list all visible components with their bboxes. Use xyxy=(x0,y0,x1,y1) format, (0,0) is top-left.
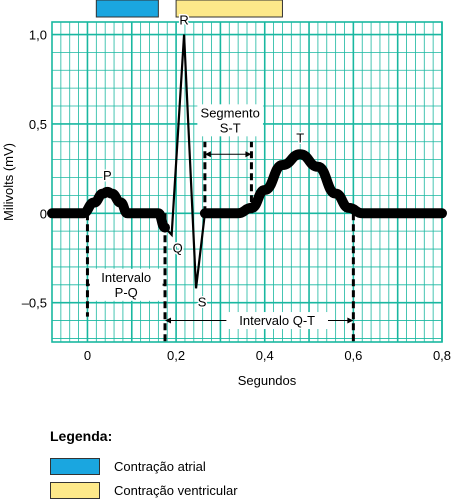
x-tick-label: 0 xyxy=(84,348,91,363)
y-axis-label: Milivolts (mV) xyxy=(1,143,16,221)
plot-border xyxy=(51,21,443,343)
x-tick-label: 0,2 xyxy=(167,348,185,363)
qt-label-text: Intervalo Q-T xyxy=(239,313,315,328)
y-tick-label: 1,0 xyxy=(29,28,47,43)
pq-label-text: P-Q xyxy=(115,285,138,300)
y-tick-label: –0,5 xyxy=(22,296,47,311)
y-tick-label: 0,5 xyxy=(29,117,47,132)
ecg-trace-qrs xyxy=(164,34,206,289)
st-label-text: S-T xyxy=(220,120,241,135)
legend-label-ventricular: Contração ventricular xyxy=(114,482,238,498)
phase-bar-0 xyxy=(95,0,159,18)
wave-label-S: S xyxy=(198,294,207,309)
x-axis-label: Segundos xyxy=(238,373,297,388)
wave-label-P: P xyxy=(103,168,112,183)
x-tick-label: 0,6 xyxy=(344,348,362,363)
ecg-trace-st-t xyxy=(199,149,447,219)
x-tick-label: 0,8 xyxy=(433,348,451,363)
legend-label-atrial: Contração atrial xyxy=(114,458,206,474)
st-label-bg xyxy=(197,104,263,137)
x-tick-label: 0,4 xyxy=(256,348,274,363)
legend-item-atrial: Contração atrial xyxy=(50,456,450,476)
legend-swatch-atrial xyxy=(50,457,100,475)
st-label-text: Segmento xyxy=(201,105,260,120)
legend-item-ventricular: Contração ventricular xyxy=(50,480,450,500)
qt-label-bg xyxy=(226,312,328,330)
legend-swatch-ventricular xyxy=(50,481,100,499)
pq-label-text: Intervalo xyxy=(101,270,151,285)
wave-label-R: R xyxy=(179,13,188,28)
legend: Legenda: Contração atrial Contração vent… xyxy=(50,428,450,504)
wave-label-T: T xyxy=(296,130,304,145)
wave-label-Q: Q xyxy=(173,241,183,256)
phase-bar-1 xyxy=(175,0,283,18)
legend-title: Legenda: xyxy=(50,428,113,444)
ecg-trace-pq xyxy=(47,186,171,233)
pq-label-bg xyxy=(89,268,163,301)
y-tick-label: 0 xyxy=(40,206,47,221)
